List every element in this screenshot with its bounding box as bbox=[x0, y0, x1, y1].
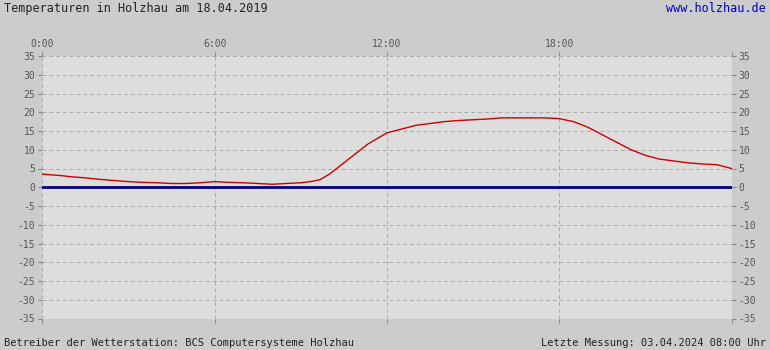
Text: www.holzhau.de: www.holzhau.de bbox=[666, 2, 766, 15]
Text: Betreiber der Wetterstation: BCS Computersysteme Holzhau: Betreiber der Wetterstation: BCS Compute… bbox=[4, 338, 354, 348]
Text: Temperaturen in Holzhau am 18.04.2019: Temperaturen in Holzhau am 18.04.2019 bbox=[4, 2, 267, 15]
Text: Letzte Messung: 03.04.2024 08:00 Uhr: Letzte Messung: 03.04.2024 08:00 Uhr bbox=[541, 338, 766, 348]
